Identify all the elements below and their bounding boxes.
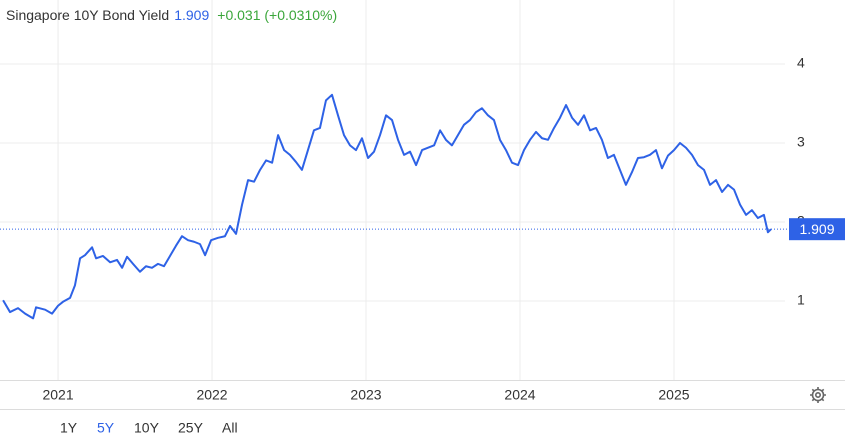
line-series [2, 93, 772, 320]
x-tick-label: 2024 [504, 387, 535, 403]
header-value: 1.909 [174, 7, 209, 23]
range-button[interactable]: 10Y [134, 420, 160, 436]
range-button[interactable]: All [222, 420, 238, 436]
grid [0, 0, 785, 380]
last-value-tag [789, 218, 845, 241]
range-button[interactable]: 1Y [60, 420, 78, 436]
x-tick-label: 2025 [658, 387, 689, 403]
x-tick-label: 2021 [42, 387, 73, 403]
y-tick-label: 3 [797, 134, 805, 150]
range-button[interactable]: 25Y [178, 420, 204, 436]
header-change: +0.031 (+0.0310%) [217, 7, 337, 23]
chart-title: Singapore 10Y Bond Yield [6, 7, 169, 23]
x-tick-label: 2022 [196, 387, 227, 403]
chart-header: Singapore 10Y Bond Yield 1.909 +0.031 (+0.… [6, 7, 337, 23]
last-value-label: 1.909 [799, 221, 834, 237]
y-tick-label: 1 [797, 292, 805, 308]
x-tick-label: 2023 [350, 387, 381, 403]
y-tick-label: 4 [797, 55, 805, 71]
range-button[interactable]: 5Y [97, 420, 115, 436]
settings-icon[interactable] [810, 387, 826, 403]
